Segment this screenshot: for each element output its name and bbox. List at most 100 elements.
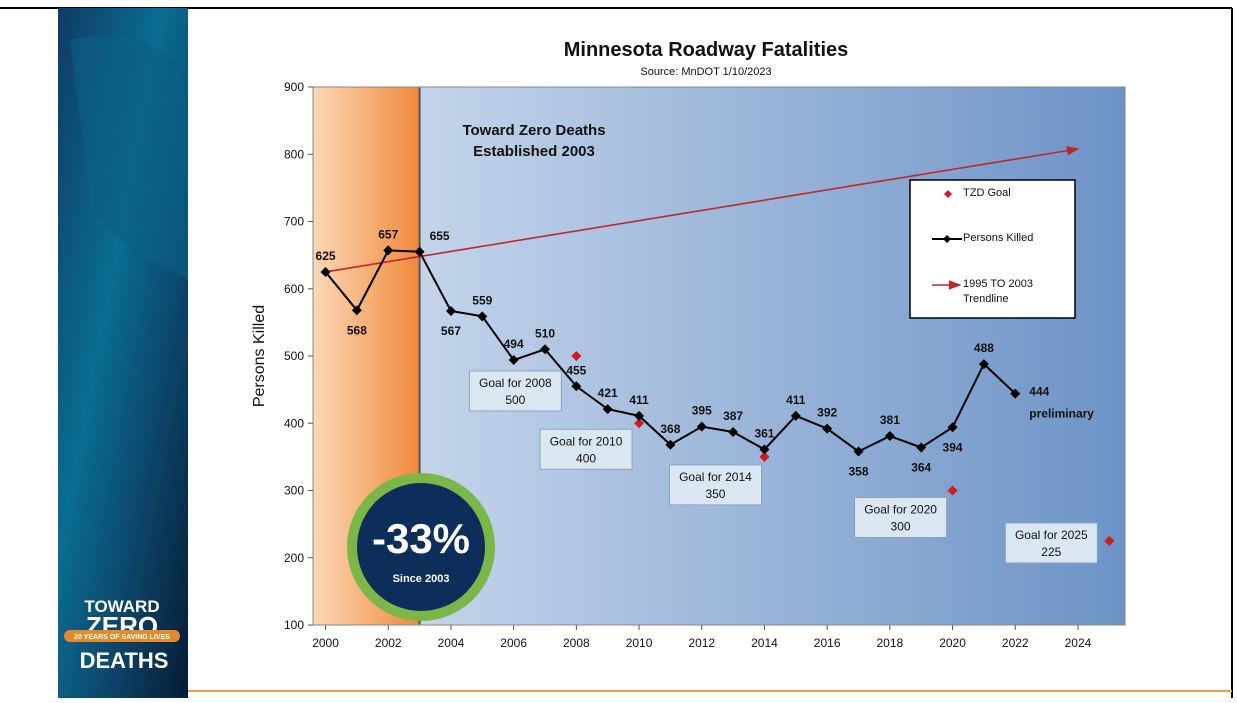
y-tick-label: 800 [284, 147, 304, 161]
annotation: preliminary [1029, 407, 1094, 421]
goal-box [468, 370, 562, 412]
goal-box [668, 464, 762, 506]
x-tick-label: 2004 [438, 636, 465, 650]
marker [884, 431, 895, 442]
legend-label: 1995 TO 2003 Trendline [963, 278, 1033, 305]
data-label: 567 [441, 324, 461, 338]
marker [759, 444, 770, 455]
goal-label: Goal for 2010 [550, 434, 623, 448]
data-label: 394 [943, 440, 963, 454]
logo-ribbon [64, 630, 180, 642]
data-label: 488 [974, 341, 994, 355]
x-tick-label: 2018 [877, 636, 904, 650]
data-label: 395 [692, 404, 712, 418]
y-tick-label: 600 [284, 282, 304, 296]
goal-marker [1104, 535, 1115, 546]
data-label: 421 [598, 386, 618, 400]
annotation: Toward Zero Deaths [462, 122, 605, 139]
legend-entry: Persons Killed [963, 232, 1033, 244]
y-tick-label: 900 [284, 80, 304, 94]
data-label: 444 [1029, 385, 1049, 399]
logo-text: TOWARD [84, 597, 159, 616]
marker [916, 442, 927, 453]
data-label: 568 [347, 323, 367, 337]
goal-value: 300 [891, 520, 911, 534]
data-label: 358 [848, 464, 868, 478]
y-tick-label: 300 [284, 484, 304, 498]
marker [445, 305, 456, 316]
marker [822, 423, 833, 434]
data-label: 381 [880, 413, 900, 427]
goal-value: 350 [705, 487, 725, 501]
y-tick-label: 400 [284, 416, 304, 430]
x-tick-label: 2006 [500, 636, 527, 650]
data-label: 364 [911, 460, 931, 474]
marker [1010, 388, 1021, 399]
data-label: 455 [566, 363, 586, 377]
marker [947, 422, 958, 433]
y-tick-label: 500 [284, 349, 304, 363]
x-tick-label: 2000 [312, 636, 339, 650]
goal-marker [634, 418, 645, 429]
data-label: 387 [723, 409, 743, 423]
marker [728, 426, 739, 437]
marker [477, 311, 488, 322]
y-tick-label: 700 [284, 215, 304, 229]
x-tick-label: 2010 [626, 636, 653, 650]
goal-marker [759, 451, 770, 462]
marker [571, 381, 582, 392]
data-label: 368 [660, 422, 680, 436]
data-label: 655 [430, 229, 450, 243]
x-tick-label: 2016 [814, 636, 841, 650]
goal-box [539, 428, 633, 470]
data-label: 510 [535, 326, 555, 340]
marker [665, 439, 676, 450]
panel-shape [70, 34, 189, 280]
badge [357, 483, 485, 611]
data-label: 411 [629, 393, 649, 407]
goal-marker [571, 351, 582, 361]
legend [909, 179, 1076, 319]
badge-label: -33% [372, 515, 470, 562]
y-tick-label: 200 [284, 551, 304, 565]
goal-value: 225 [1041, 545, 1061, 559]
x-tick-label: 2020 [939, 636, 966, 650]
badge-note: Since 2003 [393, 573, 450, 585]
goal-label: Goal for 2020 [864, 503, 937, 517]
goal-box [854, 497, 948, 538]
legend-entry: 1995 TO 2003 Trendline [963, 278, 1033, 305]
legend-marker [944, 190, 952, 198]
legend-label: TZD Goal [963, 187, 1011, 199]
plot-area: 100 200 300 400 500 600 700 800 900 2000 2002 2004 2… [284, 80, 1126, 650]
x-tick-label: 2024 [1065, 636, 1092, 650]
data-label: 392 [817, 406, 837, 420]
logo-text: 20 YEARS OF SAVING LIVES [74, 634, 170, 641]
marker [540, 344, 550, 355]
goal-label: Goal for 2014 [679, 470, 752, 484]
goal-box [1004, 522, 1098, 564]
chart-title: Minnesota Roadway Fatalities [564, 39, 849, 61]
data-label: 625 [316, 249, 336, 263]
marker [602, 404, 613, 415]
marker [978, 359, 989, 370]
trendline [325, 145, 1080, 273]
goal-label: Goal for 2008 [479, 376, 552, 390]
goal-marker [947, 485, 958, 496]
data-label: 411 [786, 393, 806, 407]
x-tick-label: 2012 [688, 636, 715, 650]
annotation: Established 2003 [473, 143, 595, 160]
marker [351, 305, 362, 316]
data-label: 361 [754, 426, 774, 440]
marker [383, 245, 394, 256]
marker [853, 446, 864, 457]
y-tick-label: 100 [284, 618, 304, 632]
marker [634, 410, 645, 421]
marker [320, 266, 331, 277]
data-label: 657 [378, 227, 398, 241]
legend-marker [943, 235, 951, 243]
marker [790, 410, 801, 421]
legend-entry: TZD Goal [963, 187, 1011, 199]
goal-label: Goal for 2025 [1015, 528, 1088, 542]
marker [508, 355, 519, 366]
